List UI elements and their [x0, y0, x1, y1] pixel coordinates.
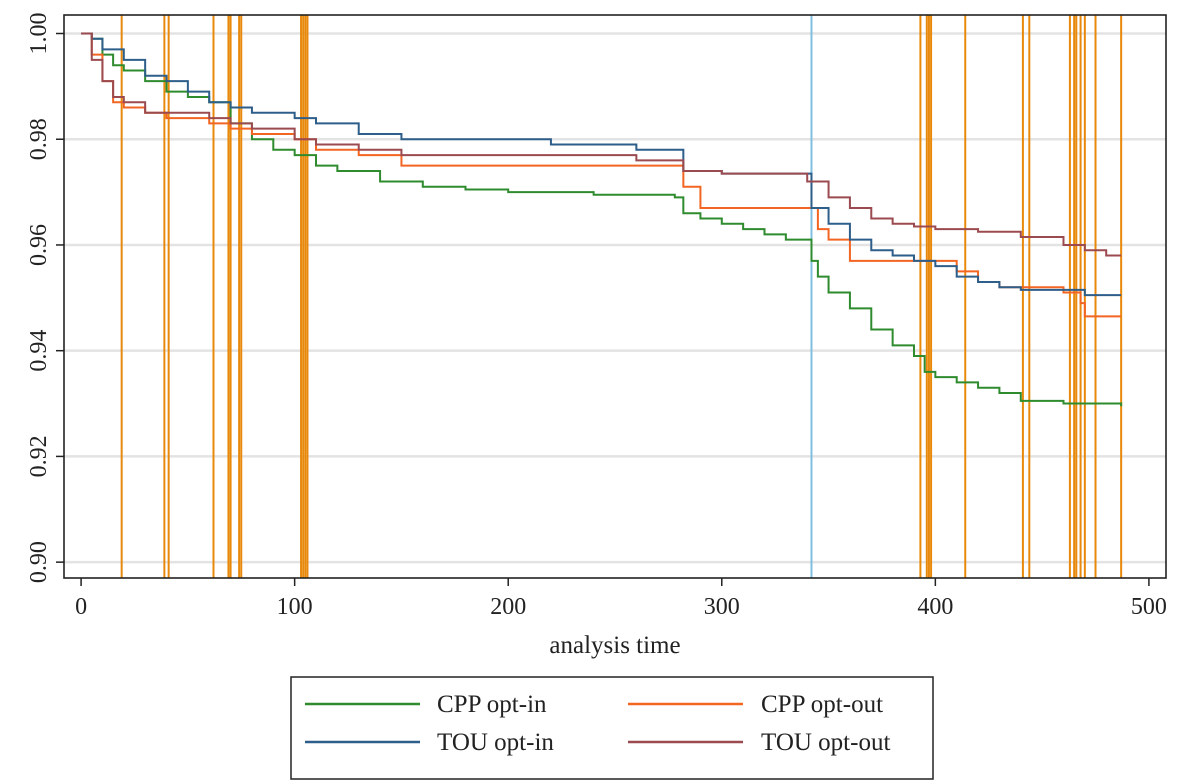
series-lines — [81, 32, 1123, 407]
legend-label: TOU opt-in — [437, 729, 554, 756]
series-line-tou-opt-out — [81, 32, 1122, 257]
x-axis: 0 100 200 300 400 500 — [75, 578, 1167, 620]
x-tick-label: 100 — [277, 594, 313, 620]
x-tick-label: 500 — [1131, 594, 1167, 620]
x-tick-label: 400 — [917, 594, 953, 620]
legend-label: CPP opt-out — [761, 691, 883, 718]
y-tick-label: 0.96 — [26, 224, 52, 266]
series-line-cpp-opt-in — [81, 32, 1123, 407]
series-line-tou-opt-in — [81, 32, 1122, 297]
y-tick-label: 0.90 — [26, 541, 52, 583]
x-tick-label: 200 — [490, 594, 526, 620]
reference-lines — [120, 15, 1123, 578]
y-axis: 0.90 0.92 0.94 0.96 0.98 1.00 — [26, 13, 64, 583]
y-tick-label: 0.98 — [26, 118, 52, 160]
x-tick-label: 0 — [75, 594, 87, 620]
legend-box — [290, 676, 934, 780]
y-tick-label: 0.92 — [26, 435, 52, 477]
legend: CPP opt-in CPP opt-out TOU opt-in TOU opt-o… — [290, 676, 934, 780]
y-tick-label: 0.94 — [26, 330, 52, 372]
legend-label: CPP opt-in — [437, 691, 547, 718]
y-tick-label: 1.00 — [26, 13, 52, 55]
x-tick-label: 300 — [704, 594, 740, 620]
legend-label: TOU opt-out — [761, 729, 890, 756]
plot-frame — [63, 14, 1167, 579]
gridlines — [64, 32, 1166, 564]
x-axis-title: analysis time — [549, 632, 680, 659]
